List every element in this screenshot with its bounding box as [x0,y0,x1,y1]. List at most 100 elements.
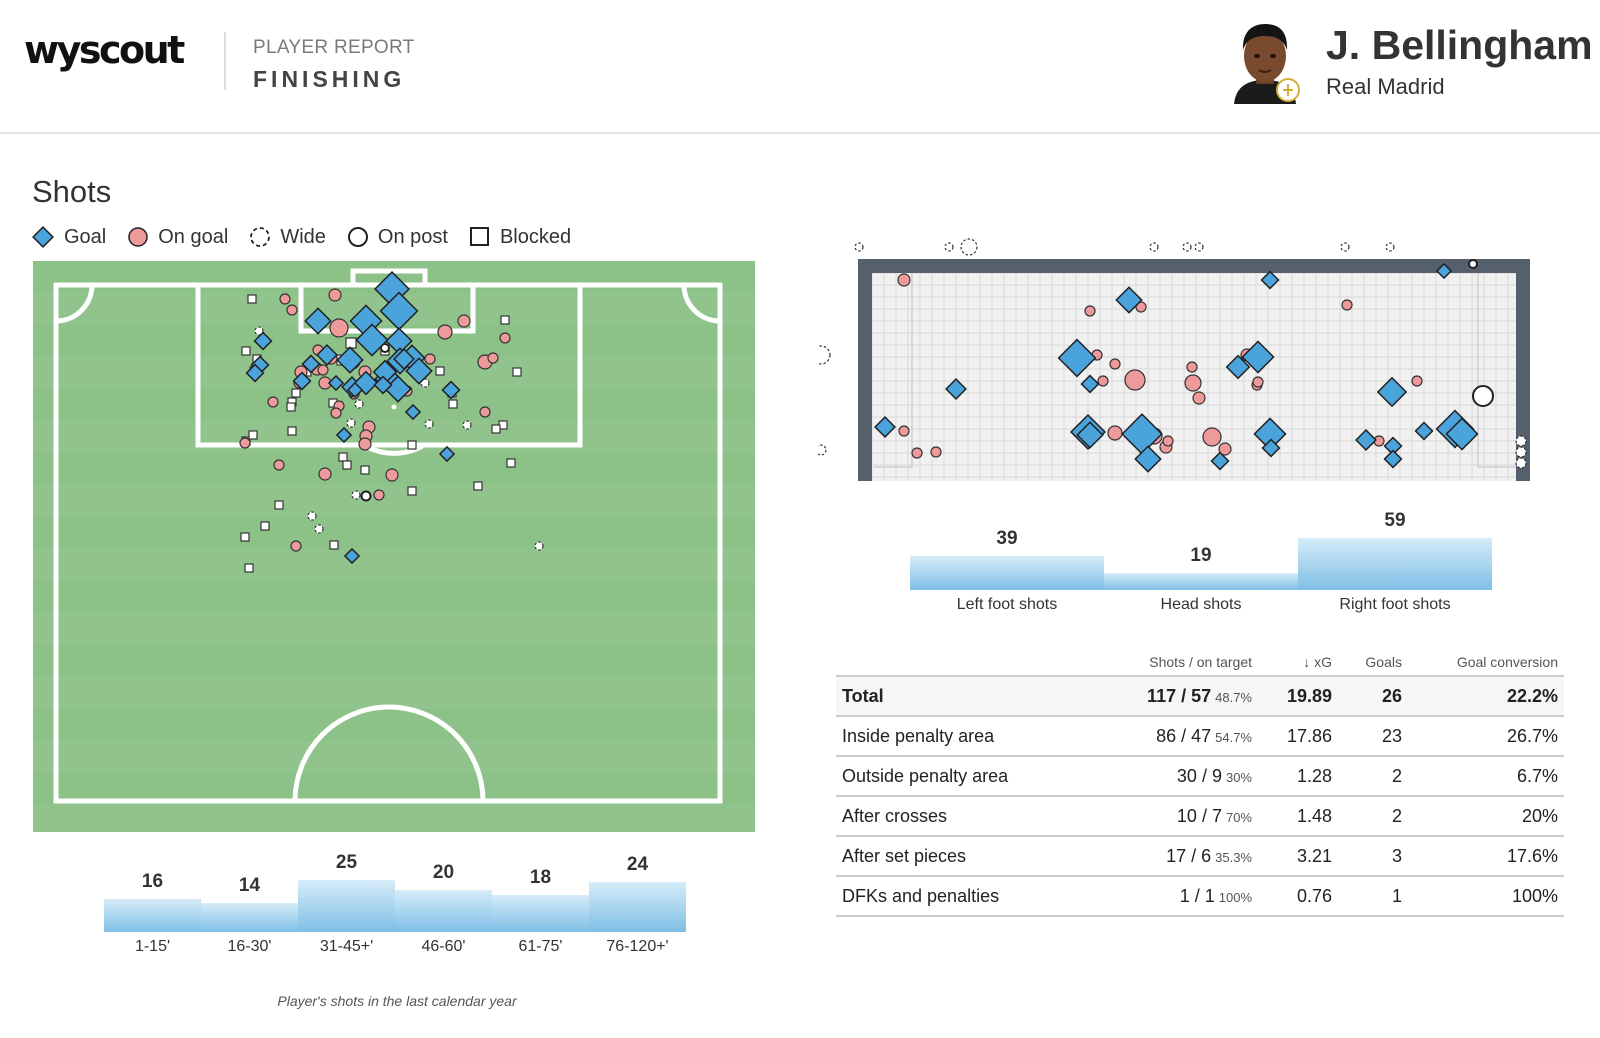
on-goal-shot-marker [1097,375,1109,387]
blocked-shot-marker [248,430,258,440]
wide-shot-marker [818,444,827,456]
body-part-bar-chart: 39 Left foot shots 19 Head shots 59 Right foo… [910,500,1492,620]
bar-value-label: 14 [238,874,261,896]
row-xg: 1.48 [1258,796,1338,837]
on-goal-shot-marker [267,396,279,408]
row-shots: 10 / 7 70% [1106,796,1258,837]
blocked-shot-marker [448,399,458,409]
blocked-shot-marker [360,465,370,475]
goal-shot-marker [253,331,273,351]
row-label: Total [836,676,1106,717]
table-row: After crosses 10 / 7 70% 1.48 2 20% [836,796,1564,837]
on-goal-shot-marker [330,407,342,419]
wide-shot-marker [314,524,324,534]
blocked-shot-marker [247,294,257,304]
row-label: After crosses [836,796,1106,837]
dashed-circle-icon [250,227,271,247]
on-goal-shot-marker [1109,358,1121,370]
goal-shot-marker [1414,421,1434,441]
goal-shot-marker [1355,429,1377,451]
bar-value-label: 59 [1384,510,1406,531]
row-conversion: 6.7% [1408,756,1564,797]
on-goal-shot-marker [457,314,471,328]
goal-shot-marker [384,375,412,403]
bar-value-label: 20 [432,862,455,884]
square-icon [469,227,489,246]
legend-on-goal-label: On goal [158,225,229,248]
bar-category-label: 46-60' [421,938,466,955]
on-goal-shot-marker [358,437,372,451]
bar-value-label: 19 [1190,545,1212,567]
goal-shot-marker [1134,445,1162,473]
goal-shot-marker [346,381,364,399]
legend-on-post-label: On post [377,225,448,248]
wide-shot-marker [944,242,954,252]
shots-footnote: Player's shots in the last calendar year [277,993,517,1009]
row-shots: 86 / 47 54.7% [1106,716,1258,757]
bar-value-label: 16 [141,870,164,892]
time-period-bar-chart: 16 1-15' 14 16-30' 25 31-45+' 20 46-60' 18 61-75'… [104,842,686,962]
row-goals: 1 [1338,876,1408,917]
blocked-shot-marker [345,337,357,349]
row-conversion: 22.2% [1408,676,1564,717]
goal-shot-marker [336,346,364,374]
blocked-shot-marker [244,563,254,573]
table-header-empty [836,648,1106,677]
report-header: wyscout PLAYER REPORT FINISHING J. Belli… [0,0,1600,134]
goal-shot-marker [316,344,338,366]
table-header-goals: Goals [1338,648,1408,677]
row-goals: 23 [1338,716,1408,757]
wide-shot-marker [1515,457,1527,469]
row-goals: 2 [1338,796,1408,837]
goal-shot-marker [343,547,361,565]
row-shots: 117 / 57 48.7% [1106,676,1258,717]
blocked-shot-marker [260,521,270,531]
on-goal-shot-marker [1192,391,1206,405]
shot-map-pitch [33,261,755,832]
on-goal-shot-marker [911,447,923,459]
goal-shot-marker [245,363,265,383]
goal-shot-marker [1383,436,1403,456]
wide-shot-marker [1385,242,1395,252]
wide-shot-marker [354,399,364,409]
table-row-total: Total 117 / 57 48.7% 19.89 26 22.2% [836,676,1564,717]
wide-shot-marker [346,418,356,428]
on-goal-shot-marker [1202,427,1222,447]
legend-on-goal: On goal [126,225,228,249]
on-goal-shot-marker [479,406,491,418]
bar-category-label: 1-15' [134,938,171,955]
on-goal-shot-marker [897,273,911,287]
goal-shot-marker [373,375,393,395]
bar-period-4 [492,894,589,932]
on-goal-shot-marker [424,353,436,365]
player-name: J. Bellingham [1326,22,1593,68]
table-header-row: Shots / on target ↓ xG Goals Goal conver… [836,648,1564,677]
player-avatar [1234,24,1300,104]
blocked-shot-marker [473,481,483,491]
table-header-xg[interactable]: ↓ xG [1258,648,1338,677]
goal-shot-marker [1383,449,1403,469]
bar-value-label: 39 [996,527,1018,549]
goal-placement-map [818,238,1530,481]
row-shots: 1 / 1 100% [1106,876,1258,917]
on-goal-shot-marker [499,332,511,344]
wide-shot-marker [1515,446,1527,458]
on-goal-shot-marker [1186,361,1198,373]
on-goal-shot-marker [1124,369,1146,391]
goal-shot-marker [301,354,321,374]
table-row: After set pieces 17 / 6 35.3% 3.21 3 17.6… [836,836,1564,877]
row-xg: 3.21 [1258,836,1338,877]
legend-on-post: On post [346,225,448,249]
on-goal-shot-marker [273,459,285,471]
legend-blocked-label: Blocked [499,225,572,248]
legend-goal-label: Goal [64,225,107,248]
row-xg: 17.86 [1258,716,1338,757]
on-goal-shot-marker [286,304,298,316]
blocked-shot-marker [287,426,297,436]
bar-period-0 [104,898,201,932]
bar-period-5 [589,882,686,932]
goal-shot-marker [304,307,332,335]
row-goals: 3 [1338,836,1408,877]
goal-shot-marker [292,371,312,391]
row-conversion: 17.6% [1408,836,1564,877]
